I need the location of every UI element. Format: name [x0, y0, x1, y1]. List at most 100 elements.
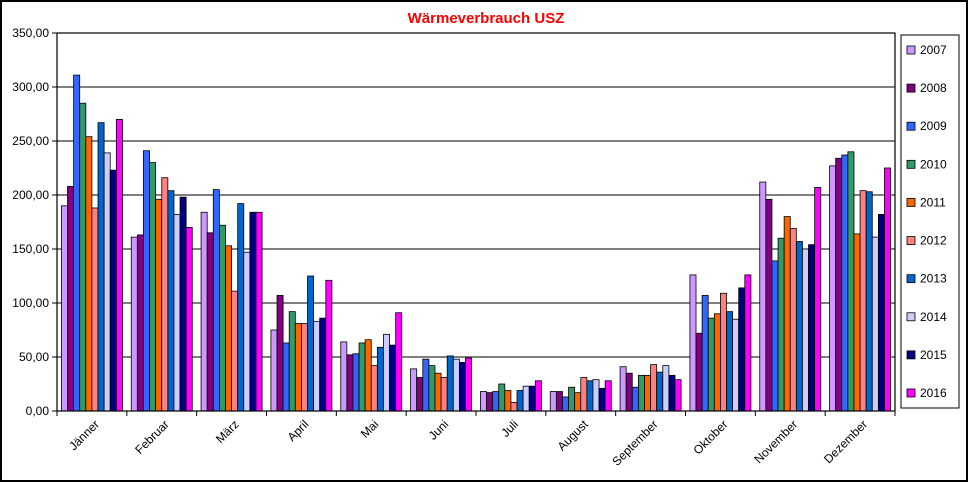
x-tick-label: Juli — [498, 417, 521, 440]
bar-2012 — [859, 190, 867, 412]
bar-2013 — [656, 371, 664, 412]
bar-2010 — [847, 151, 855, 412]
bar-2009 — [282, 342, 290, 412]
x-tick-label: November — [751, 417, 800, 466]
bar-2011 — [574, 392, 582, 412]
bar-2014 — [103, 152, 111, 412]
bar-2011 — [644, 374, 651, 412]
bar-2016 — [255, 211, 263, 412]
legend-label-2014: 2014 — [920, 310, 947, 324]
bar-2016 — [395, 312, 403, 412]
y-tick-label: 100,00 — [12, 296, 49, 310]
bar-2011 — [853, 233, 861, 412]
bar-2014 — [802, 248, 809, 412]
bar-2014 — [313, 320, 321, 412]
bar-2012 — [231, 290, 239, 412]
gridlines — [57, 32, 895, 412]
legend-label-2016: 2016 — [920, 386, 947, 400]
bar-2015 — [319, 317, 327, 412]
bar-2007 — [200, 211, 208, 412]
bar-2012 — [720, 292, 727, 412]
bar-2013 — [516, 390, 524, 412]
y-tick-label: 150,00 — [12, 242, 49, 256]
x-tick-label: Februar — [132, 417, 172, 457]
bar-2015 — [458, 361, 466, 412]
bar-2007 — [549, 391, 557, 412]
bar-2009 — [143, 150, 150, 412]
bar-2016 — [814, 187, 822, 412]
bar-2008 — [835, 157, 843, 412]
bar-2014 — [383, 333, 390, 412]
bar-2016 — [674, 379, 682, 412]
y-tick-label: 250,00 — [12, 134, 49, 148]
bar-2011 — [783, 216, 791, 412]
bar-2010 — [498, 383, 506, 412]
bar-2009 — [73, 74, 81, 412]
bar-2007 — [61, 205, 68, 412]
bar-2013 — [237, 203, 245, 412]
bar-2007 — [130, 236, 138, 412]
bar-2011 — [85, 136, 93, 412]
bar-2010 — [428, 365, 436, 412]
bar-2008 — [67, 185, 75, 412]
legend-swatch-2010 — [906, 159, 916, 169]
bar-2007 — [829, 165, 837, 412]
bar-2010 — [288, 311, 296, 412]
bar-2014 — [871, 236, 879, 412]
bar-2011 — [364, 339, 372, 412]
bar-2013 — [97, 122, 105, 412]
bar-2015 — [808, 244, 816, 412]
bar-2015 — [598, 387, 606, 412]
x-tick-label: März — [213, 417, 242, 446]
bar-2008 — [625, 372, 633, 412]
bar-2012 — [440, 377, 448, 412]
legend-swatch-2009 — [906, 121, 916, 131]
bar-2013 — [167, 190, 175, 412]
bar-2009 — [352, 353, 360, 412]
bar-2007 — [759, 181, 767, 412]
y-tick-label: 300,00 — [12, 80, 49, 94]
bar-2015 — [877, 214, 885, 412]
bar-2008 — [765, 198, 773, 412]
bar-2014 — [452, 358, 460, 412]
legend-label-2011: 2011 — [920, 195, 946, 209]
bar-2009 — [212, 189, 220, 412]
legend-swatch-2011 — [906, 198, 916, 207]
bar-2008 — [555, 391, 563, 412]
x-tick-label: August — [555, 417, 592, 454]
x-tick-label: April — [285, 417, 312, 444]
bar-2015 — [109, 169, 117, 412]
legend-swatch-2013 — [906, 274, 916, 284]
bar-2012 — [650, 364, 658, 412]
bar-2013 — [865, 191, 873, 412]
legend-swatch-2016 — [906, 388, 916, 398]
bar-2013 — [376, 346, 384, 412]
bar-2014 — [662, 365, 670, 412]
bar-2014 — [243, 251, 251, 412]
bar-2015 — [738, 287, 746, 412]
legend-swatch-2007 — [906, 45, 916, 55]
bar-2007 — [340, 341, 348, 412]
bar-2014 — [732, 318, 740, 412]
bar-2016 — [115, 119, 123, 412]
bar-2012 — [370, 365, 378, 412]
x-tick-label: Mai — [358, 417, 382, 441]
bar-2012 — [789, 228, 797, 412]
bar-2013 — [307, 275, 315, 412]
x-tick-label: Juni — [426, 417, 451, 442]
bar-2010 — [707, 317, 715, 412]
bar-2015 — [249, 211, 257, 412]
bar-2013 — [726, 311, 734, 412]
legend-label-2008: 2008 — [920, 81, 947, 95]
bar-2009 — [492, 391, 500, 412]
bar-2008 — [486, 392, 494, 412]
bar-2008 — [695, 332, 703, 412]
x-tick-label: Dezember — [821, 417, 870, 466]
bar-2012 — [580, 377, 588, 412]
bar-2010 — [218, 224, 226, 412]
bar-2007 — [689, 274, 697, 412]
bar-2014 — [173, 214, 181, 412]
legend-label-2012: 2012 — [920, 234, 947, 248]
bar-2011 — [294, 323, 302, 412]
